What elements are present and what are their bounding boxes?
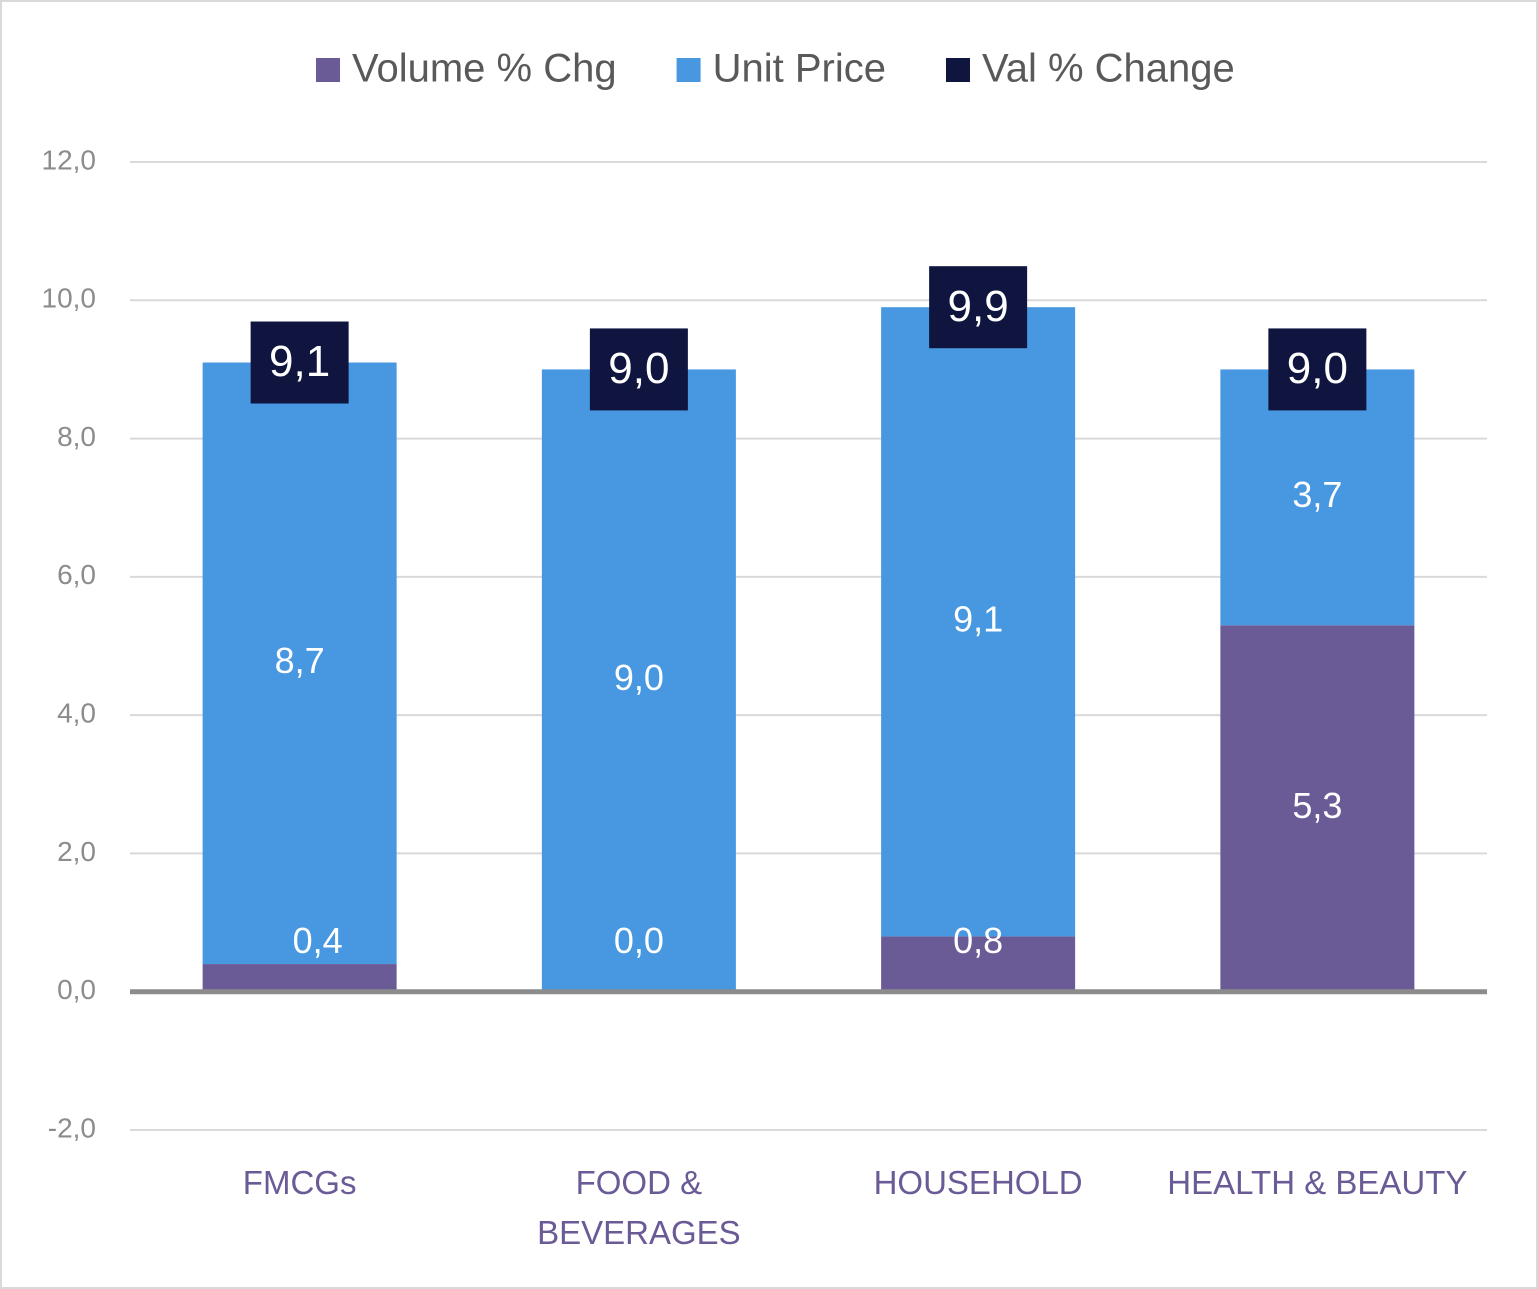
bar-segment (202, 362, 397, 965)
legend-label: Val % Change (982, 47, 1235, 91)
bar-segment (1220, 369, 1415, 626)
legend-label: Volume % Chg (352, 47, 617, 91)
total-label: 9,1 (269, 337, 330, 386)
total-label: 9,9 (948, 282, 1009, 331)
y-tick-label: 8,0 (57, 421, 96, 452)
total-box (1268, 328, 1367, 411)
x-tick-label: HEALTH & BEAUTY (1167, 1164, 1468, 1201)
data-label: 0,4 (293, 920, 343, 961)
bar-segment (202, 964, 397, 992)
bar-segment (881, 936, 1076, 992)
y-tick-label: 6,0 (57, 559, 96, 590)
data-label: 5,3 (1292, 785, 1342, 826)
y-tick-label: 2,0 (57, 836, 96, 867)
legend-swatch (676, 58, 701, 82)
bar-segment (1220, 625, 1415, 992)
total-box (250, 321, 349, 404)
bar-segment (541, 369, 736, 992)
y-tick-label: 0,0 (57, 974, 96, 1005)
legend-label: Unit Price (713, 47, 886, 91)
data-label: 0,0 (614, 920, 664, 961)
data-label: 3,7 (1292, 474, 1342, 515)
legend-swatch (316, 58, 340, 82)
x-tick-label: FOOD & BEVERAGES (537, 1164, 741, 1251)
legend-swatch (945, 58, 970, 82)
y-tick-label: 4,0 (57, 698, 96, 729)
total-box (589, 328, 688, 411)
data-label: 8,7 (275, 640, 325, 681)
x-tick-label: HOUSEHOLD (873, 1164, 1083, 1201)
data-label: 0,8 (953, 920, 1003, 961)
total-label: 9,0 (608, 344, 669, 393)
data-label: 9,0 (614, 657, 664, 698)
y-tick-label: -2,0 (48, 1112, 96, 1143)
y-tick-label: 10,0 (42, 283, 97, 314)
x-tick-label: FMCGs (242, 1164, 357, 1201)
y-tick-label: 12,0 (42, 144, 97, 175)
data-label: 9,1 (953, 598, 1003, 639)
bar-segment (881, 307, 1076, 937)
total-box (929, 266, 1028, 349)
total-label: 9,0 (1287, 344, 1348, 393)
